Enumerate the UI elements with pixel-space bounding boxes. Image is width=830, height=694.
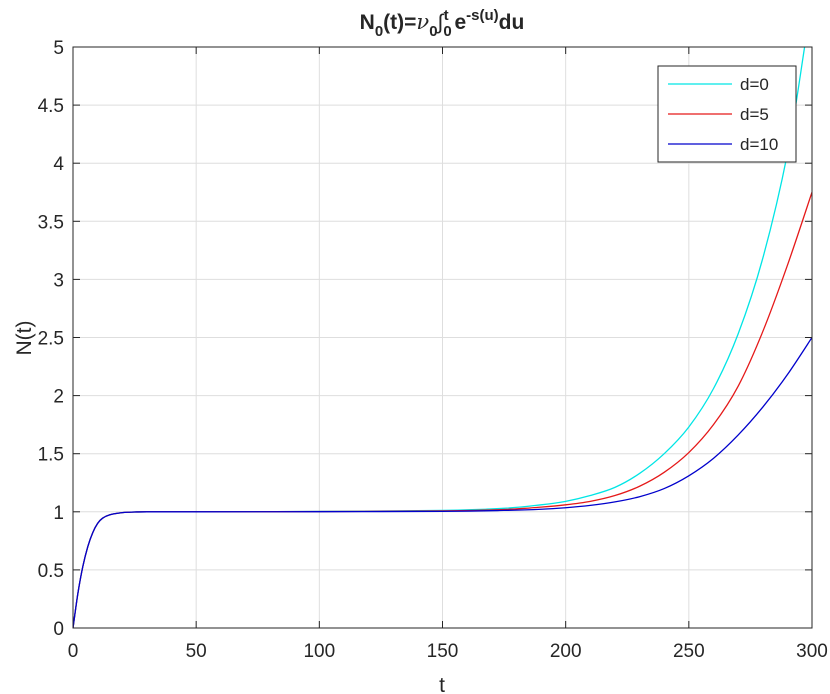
y-tick-label: 4 — [53, 154, 64, 175]
x-tick-label: 300 — [796, 641, 828, 662]
y-axis-label: N(t) — [13, 321, 36, 356]
y-tick-label: 3 — [53, 270, 64, 291]
y-tick-label: 5 — [53, 38, 64, 59]
x-tick-labels: 0 50 100 150 200 250 300 — [68, 641, 828, 662]
x-tick-label: 200 — [550, 641, 582, 662]
chart-title: N0(t)=ν0∫0t e-s(u)du — [360, 7, 525, 40]
x-tick-label: 0 — [68, 641, 79, 662]
legend-label: d=10 — [740, 135, 778, 154]
x-tick-label: 50 — [186, 641, 207, 662]
series-layer — [73, 47, 812, 628]
y-tick-label: 1 — [53, 503, 64, 524]
y-tick-labels: 0 0.5 1 1.5 2 2.5 3 3.5 4 4.5 5 — [38, 38, 65, 640]
x-tick-label: 250 — [673, 641, 705, 662]
series-line-d-10 — [73, 337, 812, 628]
legend: d=0 d=5 d=10 — [657, 65, 797, 163]
x-tick-label: 150 — [427, 641, 459, 662]
y-tick-label: 3.5 — [38, 212, 64, 233]
y-tick-label: 0.5 — [38, 561, 64, 582]
y-tick-label: 2 — [53, 387, 64, 408]
ticks — [72, 46, 813, 629]
legend-label: d=0 — [740, 75, 769, 94]
x-axis-label: t — [439, 674, 445, 694]
y-tick-label: 2.5 — [38, 329, 64, 350]
x-tick-label: 100 — [303, 641, 335, 662]
y-tick-label: 4.5 — [38, 96, 64, 117]
y-tick-label: 0 — [53, 619, 64, 640]
legend-label: d=5 — [740, 105, 769, 124]
y-tick-label: 1.5 — [38, 445, 64, 466]
